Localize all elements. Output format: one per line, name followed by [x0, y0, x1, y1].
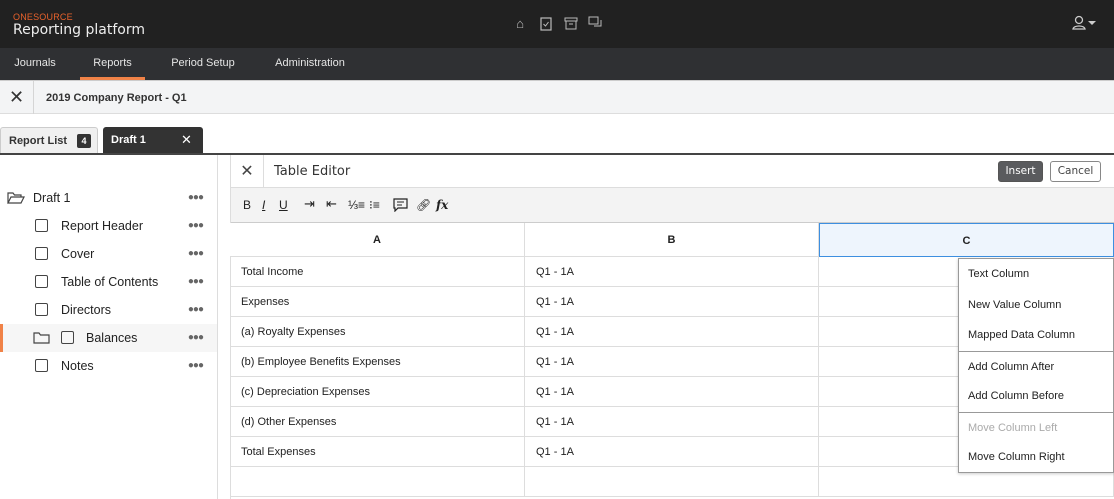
more-icon[interactable]: ●●● — [187, 192, 204, 203]
italic-icon[interactable]: I — [262, 198, 266, 212]
table-cell[interactable]: Q1 - 1A — [525, 257, 819, 287]
table-cell[interactable]: Expenses — [230, 287, 525, 317]
menu-item-text-column[interactable]: Text Column — [968, 268, 1030, 280]
checkbox[interactable] — [35, 219, 48, 232]
menu-item-move-column-left: Move Column Left — [959, 411, 1113, 442]
sidebar-tree: Draft 1 ●●● Report Header ●●● Cover ●●● Ta… — [0, 155, 218, 499]
checkbox[interactable] — [35, 247, 48, 260]
table-editor: ✕ Table Editor Insert Cancel B I U ⇥ ⇤ ⅓… — [230, 155, 1114, 499]
tree-root-label: Draft 1 — [33, 191, 71, 205]
menu-item-mapped-data-column[interactable]: Mapped Data Column — [968, 329, 1076, 341]
table-cell[interactable]: Q1 - 1A — [525, 437, 819, 467]
tab-label: Report List — [9, 135, 68, 147]
table-cell[interactable] — [525, 467, 819, 497]
chat-icon[interactable] — [588, 16, 604, 32]
table-cell[interactable]: Q1 - 1A — [525, 317, 819, 347]
more-icon[interactable]: ●●● — [187, 220, 204, 231]
comment-icon[interactable] — [393, 198, 408, 215]
table-cell[interactable]: Q1 - 1A — [525, 407, 819, 437]
tab-divider — [0, 153, 1114, 155]
count-badge: 4 — [77, 134, 91, 148]
checkbox[interactable] — [35, 359, 48, 372]
more-icon[interactable]: ●●● — [187, 304, 204, 315]
menu-item-new-value-column[interactable]: New Value Column — [968, 298, 1062, 311]
tab-report-list[interactable]: Report List 4 — [0, 127, 98, 153]
nav-administration[interactable]: Administration — [275, 57, 345, 69]
close-tab-icon[interactable]: ✕ — [181, 132, 192, 147]
column-header-c[interactable]: C — [819, 223, 1114, 257]
tree-item[interactable]: Cover ●●● — [0, 240, 217, 268]
tree-item-label: Cover — [61, 247, 95, 261]
bold-icon[interactable]: B — [243, 198, 252, 212]
more-icon[interactable]: ●●● — [187, 360, 204, 371]
formatting-toolbar: B I U ⇥ ⇤ ⅓≡ ⁝≡ 🔗︎ fx — [231, 188, 1114, 223]
table-cell[interactable] — [230, 467, 525, 497]
outdent-icon[interactable]: ⇤ — [326, 196, 337, 211]
tab-draft-1[interactable]: Draft 1 ✕ — [103, 127, 203, 153]
tree-item-label: Table of Contents — [61, 275, 159, 289]
nav-reports[interactable]: Reports — [80, 48, 145, 80]
table-cell[interactable]: Q1 - 1A — [525, 377, 819, 407]
link-icon[interactable]: 🔗︎ — [416, 198, 432, 212]
more-icon[interactable]: ●●● — [187, 248, 204, 259]
column-header-b[interactable]: B — [525, 223, 819, 257]
nav-journals[interactable]: Journals — [14, 57, 56, 69]
report-title: 2019 Company Report - Q1 — [46, 92, 187, 104]
tree-item-label: Balances — [86, 331, 138, 345]
tree-item[interactable]: Notes ●●● — [0, 352, 217, 380]
table-cell[interactable]: Q1 - 1A — [525, 347, 819, 377]
tree-item-label: Report Header — [61, 219, 143, 233]
more-icon[interactable]: ●●● — [187, 332, 204, 343]
user-icon[interactable] — [1071, 14, 1099, 37]
tree-item[interactable]: Table of Contents ●●● — [0, 268, 217, 296]
folder-open-icon — [7, 184, 25, 214]
formula-icon[interactable]: fx — [436, 198, 449, 212]
menu-item-add-column-after[interactable]: Add Column After — [959, 350, 1113, 381]
column-context-menu: Text Column New Value Column Mapped Data C… — [958, 258, 1114, 473]
table-cell[interactable]: (c) Depreciation Expenses — [230, 377, 525, 407]
top-bar: ONESOURCE Reporting platform ⌂ — [0, 0, 1114, 48]
cancel-button[interactable]: Cancel — [1050, 161, 1101, 182]
indent-icon[interactable]: ⇥ — [304, 196, 315, 211]
table-cell[interactable]: Q1 - 1A — [525, 287, 819, 317]
clipboard-check-icon[interactable] — [538, 16, 554, 32]
close-editor-icon[interactable]: ✕ — [231, 155, 264, 188]
archive-icon[interactable] — [563, 16, 579, 32]
tree-item-label: Notes — [61, 359, 94, 373]
table-cell[interactable]: (b) Employee Benefits Expenses — [230, 347, 525, 377]
table-cell[interactable]: Total Income — [230, 257, 525, 287]
checkbox[interactable] — [35, 303, 48, 316]
tree-item-label: Directors — [61, 303, 112, 317]
tree-root[interactable]: Draft 1 ●●● — [0, 184, 217, 212]
nav-period-setup[interactable]: Period Setup — [171, 57, 235, 69]
bullet-list-icon[interactable]: ⁝≡ — [369, 198, 380, 212]
checkbox[interactable] — [35, 275, 48, 288]
tree-item-selected[interactable]: Balances ●●● — [0, 324, 217, 352]
table-cell[interactable]: (a) Royalty Expenses — [230, 317, 525, 347]
folder-icon — [33, 324, 51, 355]
main-nav: Journals Reports Period Setup Administra… — [0, 48, 1114, 80]
insert-button[interactable]: Insert — [998, 161, 1043, 182]
table-cell[interactable]: Total Expenses — [230, 437, 525, 467]
tree-item[interactable]: Report Header ●●● — [0, 212, 217, 240]
numbered-list-icon[interactable]: ⅓≡ — [348, 198, 366, 212]
table-cell[interactable]: (d) Other Expenses — [230, 407, 525, 437]
home-icon[interactable]: ⌂ — [516, 16, 524, 31]
brand-logo: ONESOURCE — [13, 12, 73, 22]
table-grid: A B C Total Income Q1 - 1A Expenses Q1 - 1A (a)… — [230, 223, 1114, 499]
menu-item-add-column-before[interactable]: Add Column Before — [968, 390, 1064, 402]
checkbox[interactable] — [61, 331, 74, 344]
underline-icon[interactable]: U — [279, 198, 288, 212]
tree-item[interactable]: Directors ●●● — [0, 296, 217, 324]
editor-title: Table Editor — [274, 164, 351, 179]
breadcrumb: ✕ 2019 Company Report - Q1 — [0, 80, 1114, 114]
menu-item-move-column-right[interactable]: Move Column Right — [968, 451, 1065, 463]
app-title: Reporting platform — [13, 22, 145, 38]
editor-header: ✕ Table Editor Insert Cancel — [231, 155, 1114, 188]
tab-label: Draft 1 — [111, 134, 146, 146]
close-report-icon[interactable]: ✕ — [0, 81, 34, 114]
more-icon[interactable]: ●●● — [187, 276, 204, 287]
column-header-a[interactable]: A — [230, 223, 525, 257]
